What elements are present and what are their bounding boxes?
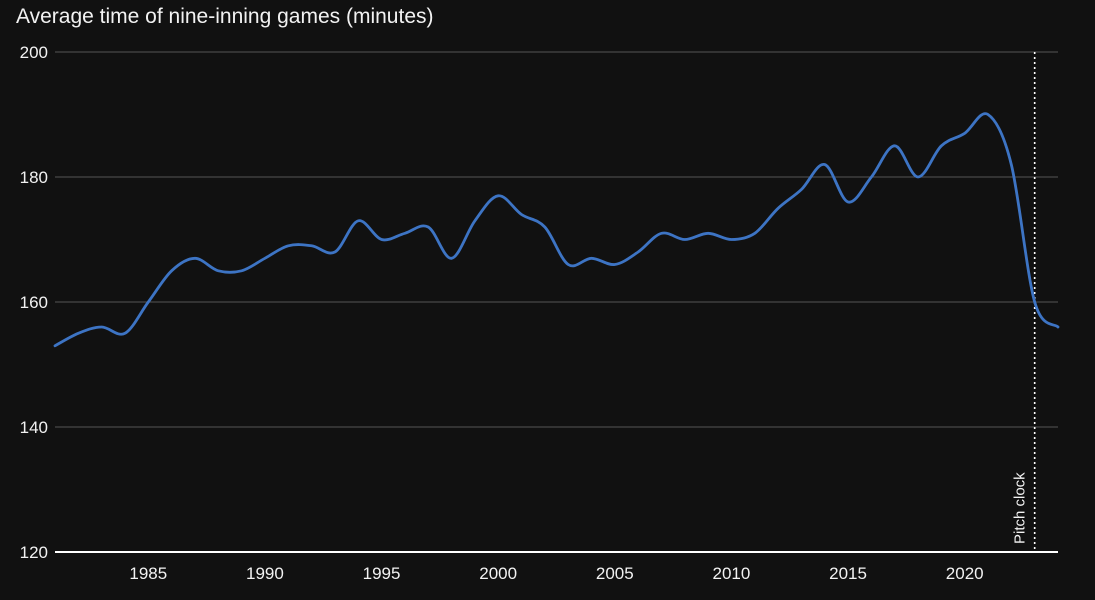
y-axis-ticks: 120 140 160 180 200 (20, 43, 48, 562)
x-tick-label: 1995 (363, 564, 401, 583)
x-tick-label: 2020 (946, 564, 984, 583)
y-tick-label: 180 (20, 168, 48, 187)
y-tick-label: 140 (20, 418, 48, 437)
y-tick-label: 120 (20, 543, 48, 562)
series-layer (53, 112, 1060, 348)
x-tick-label: 2010 (713, 564, 751, 583)
chart-title: Average time of nine-inning games (minut… (16, 5, 434, 28)
series-line (53, 112, 1060, 348)
x-tick-label: 1985 (129, 564, 167, 583)
x-tick-label: 2005 (596, 564, 634, 583)
y-tick-label: 200 (20, 43, 48, 62)
x-tick-label: 1990 (246, 564, 284, 583)
x-tick-label: 2015 (829, 564, 867, 583)
gridlines (55, 51, 1058, 553)
x-tick-label: 2000 (479, 564, 517, 583)
y-tick-label: 160 (20, 293, 48, 312)
x-axis-ticks: 1985 1990 1995 2000 2005 2010 2015 2020 (129, 564, 983, 583)
pitch-clock-label: Pitch clock (1012, 472, 1029, 544)
